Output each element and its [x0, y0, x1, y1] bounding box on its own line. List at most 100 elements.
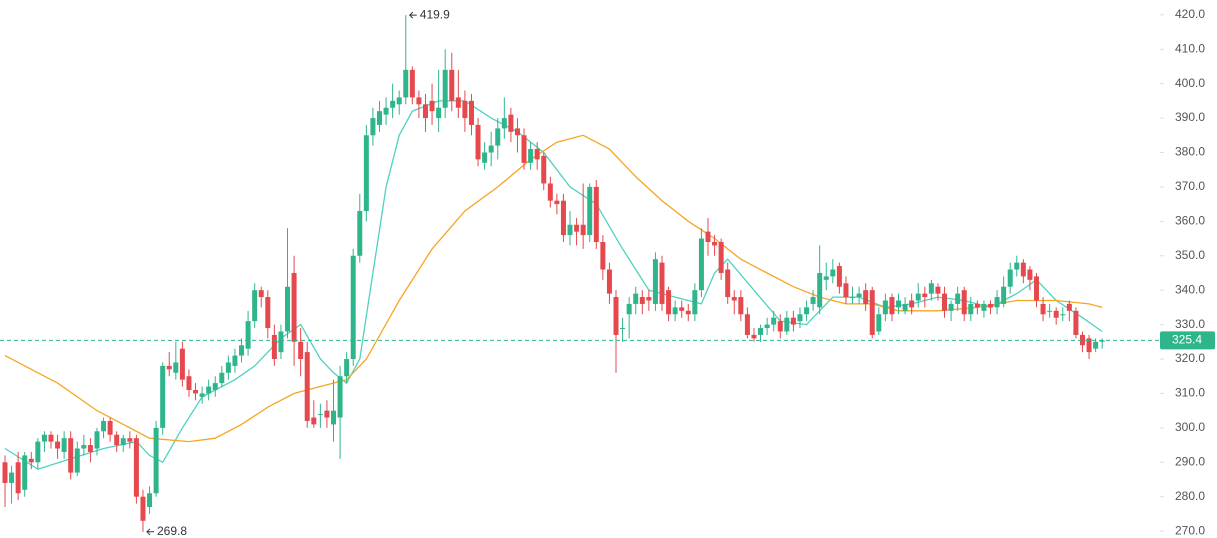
candle-body: [324, 410, 330, 418]
candle-body: [429, 100, 435, 112]
y-tick-label: 400.0: [1175, 76, 1205, 90]
candle-body: [252, 290, 258, 322]
candle-body: [514, 128, 520, 136]
candle-body: [817, 272, 823, 308]
candle-body: [140, 496, 146, 521]
candle-body: [68, 438, 74, 473]
candle-body: [718, 241, 724, 273]
candle-body: [422, 104, 428, 119]
candle-body: [639, 297, 645, 304]
candle-body: [593, 186, 599, 242]
candle-body: [350, 255, 356, 360]
candle-body: [679, 307, 685, 311]
candle-body: [830, 269, 836, 277]
candle-body: [1014, 262, 1020, 270]
candle-body: [1093, 341, 1099, 349]
candle-body: [311, 417, 317, 425]
candle-body: [232, 355, 238, 366]
candle-body: [390, 100, 396, 108]
y-tick-label: 410.0: [1175, 41, 1205, 55]
candle-body: [666, 290, 672, 315]
candle-body: [193, 389, 199, 394]
candle-body: [896, 300, 902, 308]
candle-body: [915, 293, 921, 301]
candle-body: [35, 441, 41, 463]
y-tick-label: 320.0: [1175, 351, 1205, 365]
candle-body: [363, 135, 369, 212]
candle-body: [784, 317, 790, 332]
candle-body: [304, 352, 310, 421]
candle-body: [370, 118, 376, 136]
candle-body: [620, 328, 626, 330]
candle-body: [902, 303, 908, 311]
candle-body: [416, 97, 422, 105]
candle-body: [376, 111, 382, 125]
candle-body: [449, 69, 455, 101]
candle-body: [462, 100, 468, 119]
candle-body: [659, 262, 665, 304]
candle-body: [114, 434, 120, 446]
candle-body: [495, 128, 501, 146]
candle-body: [55, 441, 61, 449]
candle-body: [646, 297, 652, 301]
candle-body: [869, 290, 875, 335]
candle-body: [672, 307, 678, 315]
candle-body: [48, 434, 54, 442]
candle-body: [738, 297, 744, 315]
candle-body: [160, 365, 166, 428]
candle-body: [271, 334, 277, 360]
candle-body: [166, 365, 172, 370]
candle-body: [258, 290, 264, 298]
candle-body: [245, 321, 251, 349]
candle-body: [758, 328, 764, 335]
candle-body: [1079, 334, 1085, 346]
candle-body: [74, 448, 80, 473]
y-tick-label: 390.0: [1175, 110, 1205, 124]
y-tick-label: 420.0: [1175, 7, 1205, 21]
candle-body: [981, 303, 987, 311]
candle-body: [396, 97, 402, 105]
y-tick-label: 350.0: [1175, 248, 1205, 262]
candle-body: [810, 297, 816, 304]
y-tick-label: 280.0: [1175, 489, 1205, 503]
candle-body: [725, 269, 731, 298]
candle-body: [1047, 310, 1053, 312]
candle-body: [488, 145, 494, 153]
candle-body: [239, 345, 245, 356]
candle-body: [889, 297, 895, 315]
candle-body: [1020, 262, 1026, 277]
candle-body: [692, 290, 698, 315]
candle-body: [613, 297, 619, 335]
candle-body: [600, 241, 606, 270]
candle-body: [882, 300, 888, 315]
candle-body: [383, 107, 389, 115]
candle-body: [823, 276, 829, 280]
candle-body: [94, 431, 100, 449]
candle-body: [2, 462, 8, 483]
y-tick-label: 270.0: [1175, 523, 1205, 537]
candle-body: [186, 376, 192, 390]
candle-body: [87, 445, 93, 452]
candle-body: [1027, 269, 1033, 280]
y-tick-label: 300.0: [1175, 420, 1205, 434]
candle-body: [856, 293, 862, 298]
candle-body: [764, 324, 770, 329]
candle-body: [225, 362, 231, 373]
candle-body: [173, 362, 179, 373]
candle-body: [1007, 269, 1013, 287]
candle-body: [1033, 276, 1039, 301]
candle-body: [61, 438, 67, 452]
candle-body: [948, 303, 954, 311]
candle-body: [705, 231, 711, 242]
candle-body: [331, 410, 336, 425]
candle-body: [974, 303, 980, 308]
candle-body: [442, 69, 448, 108]
y-tick-label: 370.0: [1175, 179, 1205, 193]
candle-body: [1053, 310, 1059, 318]
candle-body: [344, 359, 350, 377]
candle-body: [751, 334, 757, 339]
annotation-label: 419.9: [420, 7, 450, 21]
candle-body: [521, 135, 527, 163]
candle-body: [850, 297, 856, 299]
